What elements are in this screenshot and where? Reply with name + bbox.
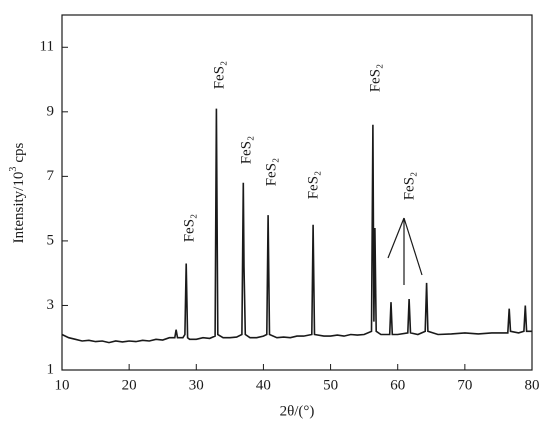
xrd-pattern	[61, 108, 532, 344]
peak-annotation: FeS₂	[367, 64, 383, 93]
y-label-main: Intensity/10	[11, 172, 27, 244]
y-tick-label: 9	[47, 103, 55, 119]
y-tick-label: 3	[47, 297, 55, 313]
x-tick-label: 80	[525, 377, 540, 393]
x-tick-label: 60	[390, 377, 405, 393]
peak-annotation: FeS₂	[181, 214, 197, 243]
x-tick-label: 20	[122, 377, 137, 393]
x-tick-label: 10	[55, 377, 70, 393]
x-tick-label: 40	[256, 377, 271, 393]
x-tick-label: 30	[189, 377, 204, 393]
y-axis-label: Intensity/103 cps	[8, 143, 27, 244]
y-tick-label: 5	[47, 232, 55, 248]
x-tick-label: 50	[323, 377, 338, 393]
plot-frame	[61, 14, 533, 371]
annotation-pointers	[387, 217, 423, 285]
peak-annotation: FeS₂	[211, 61, 227, 90]
y-tick-label: 7	[47, 168, 55, 184]
y-tick-label: 11	[40, 39, 54, 55]
x-axis-label: 2θ/(°)	[280, 403, 315, 419]
y-tick-label: 1	[47, 361, 55, 377]
peak-annotation: FeS₂	[238, 136, 254, 165]
y-label-unit: cps	[11, 143, 27, 163]
peak-annotation: FeS₂	[263, 158, 279, 187]
peak-annotation: FeS₂	[305, 171, 321, 200]
y-label-sup: 3	[8, 167, 19, 172]
x-tick-label: 70	[457, 377, 472, 393]
peak-annotation: FeS₂	[401, 172, 417, 201]
